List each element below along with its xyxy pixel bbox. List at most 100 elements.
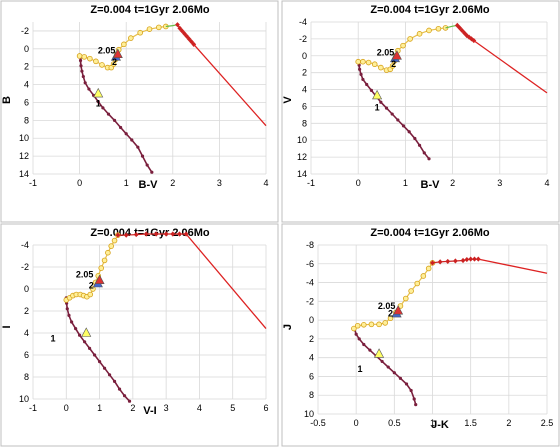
lower-track-point [390,112,394,116]
x-tick-label: 0 [356,178,361,188]
ms-point [108,243,115,249]
lower-track-point [87,346,92,350]
giant-point [123,232,129,238]
giant-point [170,231,176,237]
panel-frame [281,0,560,223]
y-tick-label: 8 [24,372,29,382]
lower-track-point [404,382,409,386]
chart-panel-j-vs-jk: -0.5 0 0.5 1 1.5 2 2.5 -8 -6 -4 -2 0 2 4 6 8 10 Z=0.004 t… [281,223,560,447]
lower-track-point [78,333,82,337]
lower-track-point [150,170,154,174]
ms-point [407,36,413,42]
giant-point [466,34,472,40]
x-axis-label: J-K [431,419,449,431]
ms-point [137,29,143,36]
lower-track-point [117,387,122,391]
x-tick-label: 3 [217,178,222,188]
ms-point [378,64,384,71]
y-tick-label: 0 [24,44,29,54]
y-tick-label: 14 [297,169,307,179]
ms-point [146,26,153,32]
ms-point [87,291,94,298]
giant-point [472,256,477,262]
y-axis-label: V [282,96,294,104]
giant-point [457,25,463,31]
lower-track-point [119,125,123,130]
x-tick-label: 2 [170,178,175,188]
y-tick-label: 2 [302,68,307,78]
triangle-yellow-marker [374,348,385,358]
ms-point [355,58,362,65]
ms-point [414,280,421,287]
panel-frame [0,223,279,447]
lower-track-point [82,340,87,344]
lower-track-point [396,118,400,122]
lower-track-point [124,132,128,136]
y-tick-label: 14 [19,169,29,179]
annotation-label: 2.05 [378,301,396,311]
ms-point [87,55,93,62]
annotation-label: 1 [357,364,362,374]
lower-track-point [379,100,383,104]
annotation-label: 2 [388,309,393,319]
ms-point [408,288,414,294]
y-tick-label: 0 [24,284,29,294]
x-tick-label: 4 [263,178,268,188]
x-tick-label: 2 [506,418,511,428]
ms-point [90,286,96,292]
lower-track-point [136,145,140,149]
y-tick-label: 10 [304,409,314,419]
x-axis-label: B-V [421,179,441,191]
lower-track-point [112,379,117,383]
y-axis-label: B [1,96,13,104]
y-tick-label: 2 [24,62,29,72]
lower-track-point [357,337,361,341]
y-tick-label: 12 [297,152,307,162]
giant-point [177,25,183,31]
lower-track-point [65,307,69,311]
giant-point [175,22,180,28]
y-tick-label: 2 [24,306,29,316]
lower-track-point [81,74,85,79]
lower-track-point [101,106,105,110]
lower-track-point [107,373,112,377]
lower-track-point [96,99,100,104]
lower-track-point [127,399,132,403]
track-line-4 [193,43,267,127]
x-tick-label: 0.5 [388,418,401,428]
ms-point [387,315,394,322]
lower-track-point [412,397,416,401]
lower-track-point [145,163,149,167]
x-tick-label: 3 [164,403,169,413]
annotation-label: 2.05 [98,46,116,56]
ms-point [376,321,382,328]
ms-point [365,59,372,66]
lower-track-point [409,388,413,393]
x-tick-label: 0 [77,178,82,188]
chart-title: Z=0.004 t=1Gyr 2.06Mo [370,227,490,239]
y-tick-label: -4 [21,240,29,250]
y-tick-label: 4 [24,328,29,338]
x-tick-label: 2.5 [541,418,554,428]
lower-track-point [140,154,145,158]
giant-point [453,258,458,264]
y-tick-label: -4 [306,278,314,288]
ms-point [400,42,406,49]
y-tick-label: 2 [309,334,314,344]
giant-point [182,31,187,37]
ms-point [360,58,366,65]
giant-point [186,36,192,42]
ms-point [425,265,432,272]
lower-track-point [380,359,384,364]
lower-track-point [87,87,91,91]
ms-point [98,265,105,271]
y-tick-label: 10 [19,394,29,404]
lower-track-point [401,124,406,128]
ms-point [121,41,127,48]
triangle-red-marker [94,274,105,284]
y-tick-label: -4 [299,17,307,27]
x-tick-label: 1 [430,418,435,428]
giant-point [191,41,197,47]
y-axis-label: J [282,324,294,330]
track-line-3 [185,233,267,330]
